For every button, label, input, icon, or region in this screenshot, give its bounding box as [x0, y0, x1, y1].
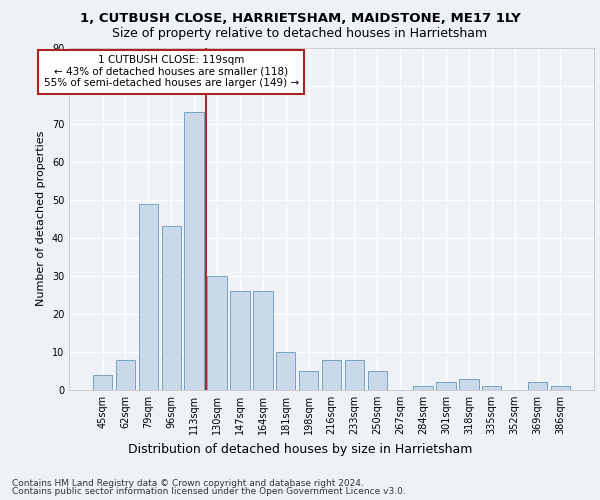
Bar	[93, 375, 112, 390]
Text: Contains HM Land Registry data © Crown copyright and database right 2024.: Contains HM Land Registry data © Crown c…	[12, 478, 364, 488]
Bar	[482, 386, 502, 390]
Bar	[551, 386, 570, 390]
Text: 1 CUTBUSH CLOSE: 119sqm
← 43% of detached houses are smaller (118)
55% of semi-d: 1 CUTBUSH CLOSE: 119sqm ← 43% of detache…	[44, 55, 299, 88]
Y-axis label: Number of detached properties: Number of detached properties	[36, 131, 46, 306]
Bar	[253, 291, 272, 390]
Bar	[230, 291, 250, 390]
Text: Distribution of detached houses by size in Harrietsham: Distribution of detached houses by size …	[128, 442, 472, 456]
Bar	[344, 360, 364, 390]
Text: Contains public sector information licensed under the Open Government Licence v3: Contains public sector information licen…	[12, 487, 406, 496]
Bar	[139, 204, 158, 390]
Bar	[161, 226, 181, 390]
Bar	[436, 382, 455, 390]
Bar	[322, 360, 341, 390]
Bar	[459, 378, 479, 390]
Bar	[528, 382, 547, 390]
Bar	[299, 371, 319, 390]
Text: 1, CUTBUSH CLOSE, HARRIETSHAM, MAIDSTONE, ME17 1LY: 1, CUTBUSH CLOSE, HARRIETSHAM, MAIDSTONE…	[80, 12, 520, 26]
Bar	[276, 352, 295, 390]
Bar	[116, 360, 135, 390]
Text: Size of property relative to detached houses in Harrietsham: Size of property relative to detached ho…	[112, 28, 488, 40]
Bar	[368, 371, 387, 390]
Bar	[208, 276, 227, 390]
Bar	[184, 112, 204, 390]
Bar	[413, 386, 433, 390]
